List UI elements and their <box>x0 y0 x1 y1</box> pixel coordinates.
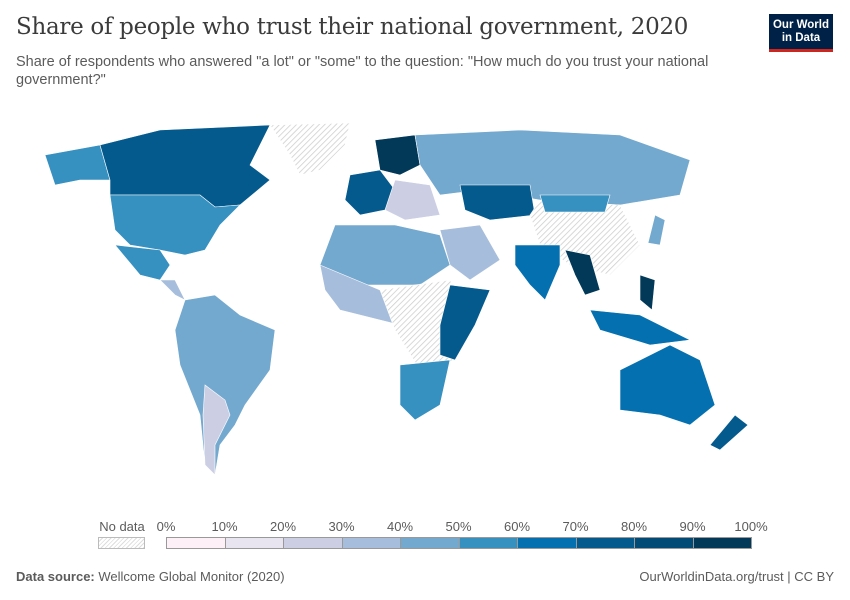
legend-tick: 30% <box>328 519 355 534</box>
legend-tick: 90% <box>679 519 706 534</box>
region-mongolia[interactable] <box>539 194 611 213</box>
region-india[interactable] <box>514 244 561 301</box>
legend-bin[interactable] <box>283 537 343 549</box>
region-southeast-asia[interactable] <box>564 249 601 296</box>
legend-bin[interactable] <box>692 537 752 549</box>
owid-link[interactable]: OurWorldinData.org/trust | CC BY <box>639 569 834 584</box>
legend-tick: 40% <box>386 519 414 534</box>
region-central-america[interactable] <box>159 279 186 301</box>
legend-no-data-swatch[interactable] <box>98 537 145 549</box>
legend-tick: 60% <box>503 519 531 534</box>
region-greenland[interactable] <box>269 122 351 176</box>
legend-bin[interactable] <box>400 537 460 549</box>
region-japan[interactable] <box>647 214 666 246</box>
region-alaska[interactable] <box>44 144 111 186</box>
logo-text: Our World in Data <box>772 19 829 44</box>
region-east-europe[interactable] <box>384 179 441 221</box>
legend-tick: 80% <box>620 519 648 534</box>
legend-tick: 10% <box>211 519 238 534</box>
region-argentina[interactable] <box>202 384 231 476</box>
legend: No data 0% 10% 20% 30% 40% 50% 60% 70% 80% 90% 100… <box>0 515 850 555</box>
legend-bin[interactable] <box>166 537 226 549</box>
source-label: Data source: <box>16 569 95 584</box>
legend-tick: 20% <box>269 519 297 534</box>
chart-subtitle: Share of respondents who answered "a lot… <box>16 54 709 88</box>
legend-no-data-label: No data <box>99 519 145 534</box>
legend-bin[interactable] <box>341 537 401 549</box>
region-philippines[interactable] <box>639 274 656 311</box>
legend-tick: 70% <box>562 519 589 534</box>
region-south-america[interactable] <box>174 294 276 476</box>
region-east-africa[interactable] <box>439 284 491 361</box>
legend-tick: 50% <box>445 519 472 534</box>
world-map[interactable] <box>0 115 850 515</box>
region-russia[interactable] <box>414 129 691 206</box>
chart-title: Share of people who trust their national… <box>16 14 689 40</box>
legend-bin[interactable] <box>458 537 518 549</box>
owid-logo[interactable]: Our World in Data <box>769 14 833 52</box>
region-scandinavia[interactable] <box>374 134 421 176</box>
region-central-asia[interactable] <box>459 184 536 221</box>
legend-bin[interactable] <box>575 537 635 549</box>
legend-tick: 0% <box>156 519 176 534</box>
region-new-zealand[interactable] <box>709 414 749 451</box>
legend-bin[interactable] <box>517 537 577 549</box>
legend-bin[interactable] <box>634 537 694 549</box>
region-mexico[interactable] <box>114 244 171 281</box>
region-usa[interactable] <box>109 194 241 256</box>
region-southern-africa[interactable] <box>399 359 451 421</box>
region-australia[interactable] <box>619 344 716 426</box>
legend-bin[interactable] <box>224 537 284 549</box>
region-indonesia[interactable] <box>589 309 692 346</box>
region-middle-east[interactable] <box>439 224 501 281</box>
legend-tick: 100% <box>734 519 768 534</box>
data-source: Data source: Wellcome Global Monitor (20… <box>16 569 285 584</box>
source-text: Wellcome Global Monitor (2020) <box>98 569 285 584</box>
